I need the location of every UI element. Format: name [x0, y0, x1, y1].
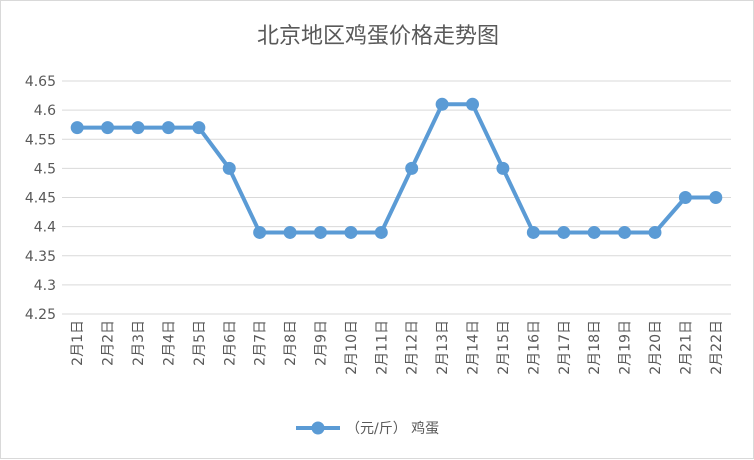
- x-tick-label: 2月4日: [161, 320, 177, 366]
- x-tick-label: 2月10日: [344, 320, 360, 375]
- legend-marker-swatch: [311, 421, 325, 435]
- data-point: [161, 121, 175, 135]
- data-point: [587, 225, 601, 239]
- x-tick-label: 2月7日: [253, 320, 269, 366]
- data-point: [405, 161, 419, 175]
- y-tick-label: 4.55: [25, 132, 56, 148]
- legend: （元/斤） 鸡蛋: [296, 420, 439, 437]
- x-tick-label: 2月20日: [648, 320, 664, 375]
- x-tick-label: 2月11日: [374, 320, 390, 375]
- data-point: [222, 161, 236, 175]
- x-tick-label: 2月2日: [101, 320, 117, 366]
- data-point: [374, 225, 388, 239]
- legend-label: （元/斤） 鸡蛋: [346, 420, 439, 437]
- data-point: [344, 225, 358, 239]
- data-point: [557, 225, 571, 239]
- x-tick-label: 2月13日: [435, 320, 451, 375]
- y-tick-label: 4.5: [34, 161, 56, 177]
- y-tick-label: 4.3: [34, 278, 56, 294]
- data-point: [496, 161, 510, 175]
- data-point: [435, 97, 449, 111]
- data-point: [618, 225, 632, 239]
- x-tick-label: 2月14日: [466, 320, 482, 375]
- data-point: [678, 191, 692, 204]
- x-tick-label: 2月6日: [222, 320, 238, 366]
- x-tick-label: 2月8日: [283, 320, 299, 366]
- x-tick-label: 2月16日: [526, 320, 542, 375]
- y-axis-tick-labels: 4.25 4.3 4.35 4.4 4.45 4.5 4.55 4.6 4.65: [25, 74, 56, 323]
- data-point: [101, 121, 115, 135]
- data-point: [70, 121, 84, 135]
- x-tick-label: 2月17日: [557, 320, 573, 375]
- y-tick-label: 4.6: [34, 103, 56, 119]
- y-tick-label: 4.4: [34, 220, 56, 236]
- y-tick-label: 4.45: [25, 191, 56, 207]
- x-tick-label: 2月19日: [618, 320, 634, 375]
- x-tick-label: 2月21日: [678, 320, 694, 375]
- data-point: [253, 225, 267, 239]
- data-point: [131, 121, 145, 135]
- x-tick-label: 2月18日: [587, 320, 603, 375]
- data-point: [313, 225, 327, 239]
- chart-title: 北京地区鸡蛋价格走势图: [257, 24, 499, 49]
- data-point: [648, 225, 662, 239]
- data-point: [192, 121, 206, 135]
- y-tick-label: 4.25: [25, 307, 56, 323]
- x-tick-label: 2月9日: [313, 320, 329, 366]
- x-tick-label: 2月1日: [70, 320, 86, 366]
- y-tick-label: 4.35: [25, 249, 56, 265]
- series-line: [77, 102, 716, 235]
- x-tick-label: 2月22日: [709, 320, 725, 375]
- data-point: [466, 97, 480, 111]
- y-tick-label: 4.65: [25, 74, 56, 90]
- x-tick-label: 2月3日: [131, 320, 147, 366]
- data-point: [283, 225, 297, 239]
- data-point: [526, 225, 540, 239]
- x-tick-label: 2月15日: [496, 320, 512, 375]
- x-tick-label: 2月12日: [405, 320, 421, 375]
- data-point: [709, 191, 723, 204]
- x-axis-tick-labels: 2月1日 2月2日 2月3日 2月4日 2月5日 2月6日 2月7日 2月8日 2月9日 2月10…: [70, 320, 725, 375]
- series-group: [70, 97, 723, 239]
- x-tick-label: 2月5日: [192, 320, 208, 366]
